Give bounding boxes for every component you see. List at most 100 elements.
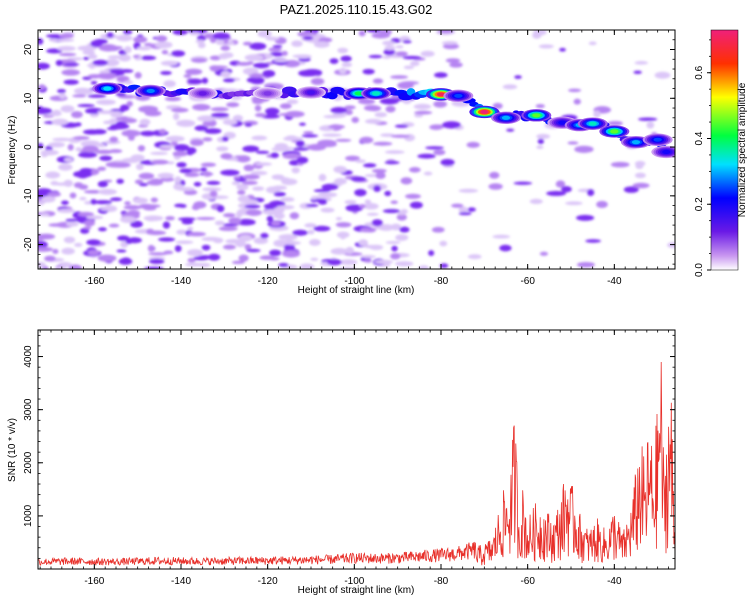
spectrogram-noise-blob <box>307 229 315 235</box>
spectrogram-noise-blob <box>226 102 240 108</box>
spectrogram-noise-blob <box>128 135 135 141</box>
spectrogram-noise-blob <box>423 171 433 176</box>
spectrogram-noise-blob <box>179 168 193 174</box>
spectrogram-noise-blob <box>390 75 409 79</box>
spectrogram-noise-blob <box>123 80 134 85</box>
spectrogram-noise-blob <box>38 233 47 241</box>
spectrogram-noise-blob <box>529 198 543 205</box>
spectrogram-noise-blob <box>492 102 503 110</box>
spectrogram-noise-blob <box>339 67 347 75</box>
x-tick-label: -80 <box>434 276 449 287</box>
spectrogram-noise-blob <box>596 200 608 209</box>
spectrogram-noise-blob <box>97 143 106 148</box>
snr-y-axis: 1000 2000 3000 4000 <box>23 334 675 570</box>
spectrogram-noise-blob <box>97 166 107 171</box>
spectrogram-noise-blob <box>67 57 83 61</box>
spectrogram-noise-blob <box>417 153 436 159</box>
spectrogram-noise-blob <box>133 54 140 58</box>
spectrogram-noise-blob <box>193 181 202 187</box>
spectrogram-noise-blob <box>150 197 158 203</box>
spectrogram-noise-blob <box>409 167 421 173</box>
spectrogram-noise-blob <box>174 176 182 184</box>
spectrogram-noise-blob <box>336 231 350 239</box>
colorbar-tick-label: 0.2 <box>694 197 705 211</box>
spectrogram-noise-blob <box>413 103 432 110</box>
spectrogram-noise-blob <box>185 262 205 267</box>
spectrogram-noise-blob <box>260 232 269 239</box>
spectrogram-noise-blob <box>120 257 132 265</box>
spectrogram-noise-blob <box>576 261 595 268</box>
spectrogram-noise-blob <box>118 54 131 62</box>
spectrogram-noise-blob <box>220 153 233 160</box>
spectrogram-noise-blob <box>266 215 274 222</box>
signal-peak-contour <box>480 109 489 114</box>
spectrogram-noise-blob <box>38 62 50 70</box>
spectrogram-noise-blob <box>58 163 73 171</box>
spectrogram-noise-blob <box>395 234 409 241</box>
spectrogram-noise-blob <box>55 59 63 67</box>
spectrogram-noise-blob <box>68 264 82 269</box>
spectrogram-noise-blob <box>174 203 186 208</box>
spectrogram-noise-blob <box>58 52 77 57</box>
spectrogram-noise-blob <box>328 124 345 129</box>
spectrogram-noise-blob <box>238 254 249 262</box>
spectrogram-noise-blob <box>107 60 118 65</box>
spectrogram-noise-blob <box>327 259 342 266</box>
spectrogram-noise-blob <box>395 51 408 57</box>
spectrogram-noise-blob <box>429 124 443 130</box>
spectrogram-noise-blob <box>91 129 107 135</box>
spectrogram-noise-blob <box>173 112 180 121</box>
spectrogram-noise-blob <box>97 72 117 80</box>
signal-peak-contour <box>263 91 272 96</box>
spectrogram-noise-blob <box>135 163 144 171</box>
spectrogram-noise-blob <box>263 203 278 209</box>
spectrogram-noise-blob <box>236 183 249 191</box>
spectrogram-noise-blob <box>125 129 133 137</box>
spectrogram-noise-blob <box>610 161 630 168</box>
spectrogram-noise-blob <box>318 199 328 205</box>
spectrogram-noise-blob <box>397 81 414 90</box>
x-tick-label: -80 <box>434 576 449 587</box>
spectrogram-noise-blob <box>394 124 409 128</box>
spectrogram-noise-blob <box>187 249 203 257</box>
spectrogram-noise-blob <box>253 237 269 245</box>
colorbar-label: Normalized spectral amplitude <box>737 82 748 217</box>
y-tick-label: 2000 <box>23 451 34 474</box>
spectrogram-noise-blob <box>265 107 280 115</box>
spectrogram-noise-blob <box>537 138 544 145</box>
spectrogram-noise-blob <box>344 105 356 110</box>
spectrogram-noise-blob <box>46 48 63 54</box>
signal-peak-contour <box>532 113 541 118</box>
spectrogram-noise-blob <box>242 174 260 180</box>
spectrogram-noise-blob <box>63 62 80 66</box>
spectrogram-noise-blob <box>210 112 230 118</box>
spectrogram-noise-blob <box>176 186 196 192</box>
spectrogram-noise-blob <box>38 261 46 268</box>
spectrogram-noise-blob <box>335 138 352 142</box>
spectrogram-noise-blob <box>588 41 597 46</box>
spectrogram-noise-blob <box>222 119 238 126</box>
signal-peak-contour <box>588 121 597 126</box>
signal-peak-contour <box>371 91 381 96</box>
spectrogram-noise-blob <box>341 62 353 68</box>
spectrogram-noise-blob <box>231 181 240 186</box>
spectrogram-noise-blob <box>233 175 241 180</box>
spectrogram-noise-blob <box>189 139 204 146</box>
spectrogram-noise-blob <box>340 55 352 62</box>
spectrogram-noise-blob <box>277 205 295 210</box>
spectrogram-noise-blob <box>97 254 117 262</box>
spectrogram-noise-blob <box>144 42 153 47</box>
spectrogram-noise-blob <box>337 47 349 54</box>
spectrogram-noise-blob <box>345 246 355 255</box>
spectrogram-noise-blob <box>75 147 82 152</box>
spectrogram-y-label: Frequency (Hz) <box>7 116 18 185</box>
spectrogram-noise-blob <box>533 30 547 36</box>
spectrogram-noise-blob <box>355 159 366 163</box>
x-tick-label: -160 <box>84 276 104 287</box>
spectrogram-noise-blob <box>313 41 330 48</box>
spectrogram-noise-blob <box>363 163 377 168</box>
spectrogram-noise-blob <box>244 204 261 209</box>
spectrogram-noise-blob <box>222 78 236 83</box>
spectrogram-noise-blob <box>383 48 396 56</box>
spectrogram-noise-blob <box>119 104 130 111</box>
